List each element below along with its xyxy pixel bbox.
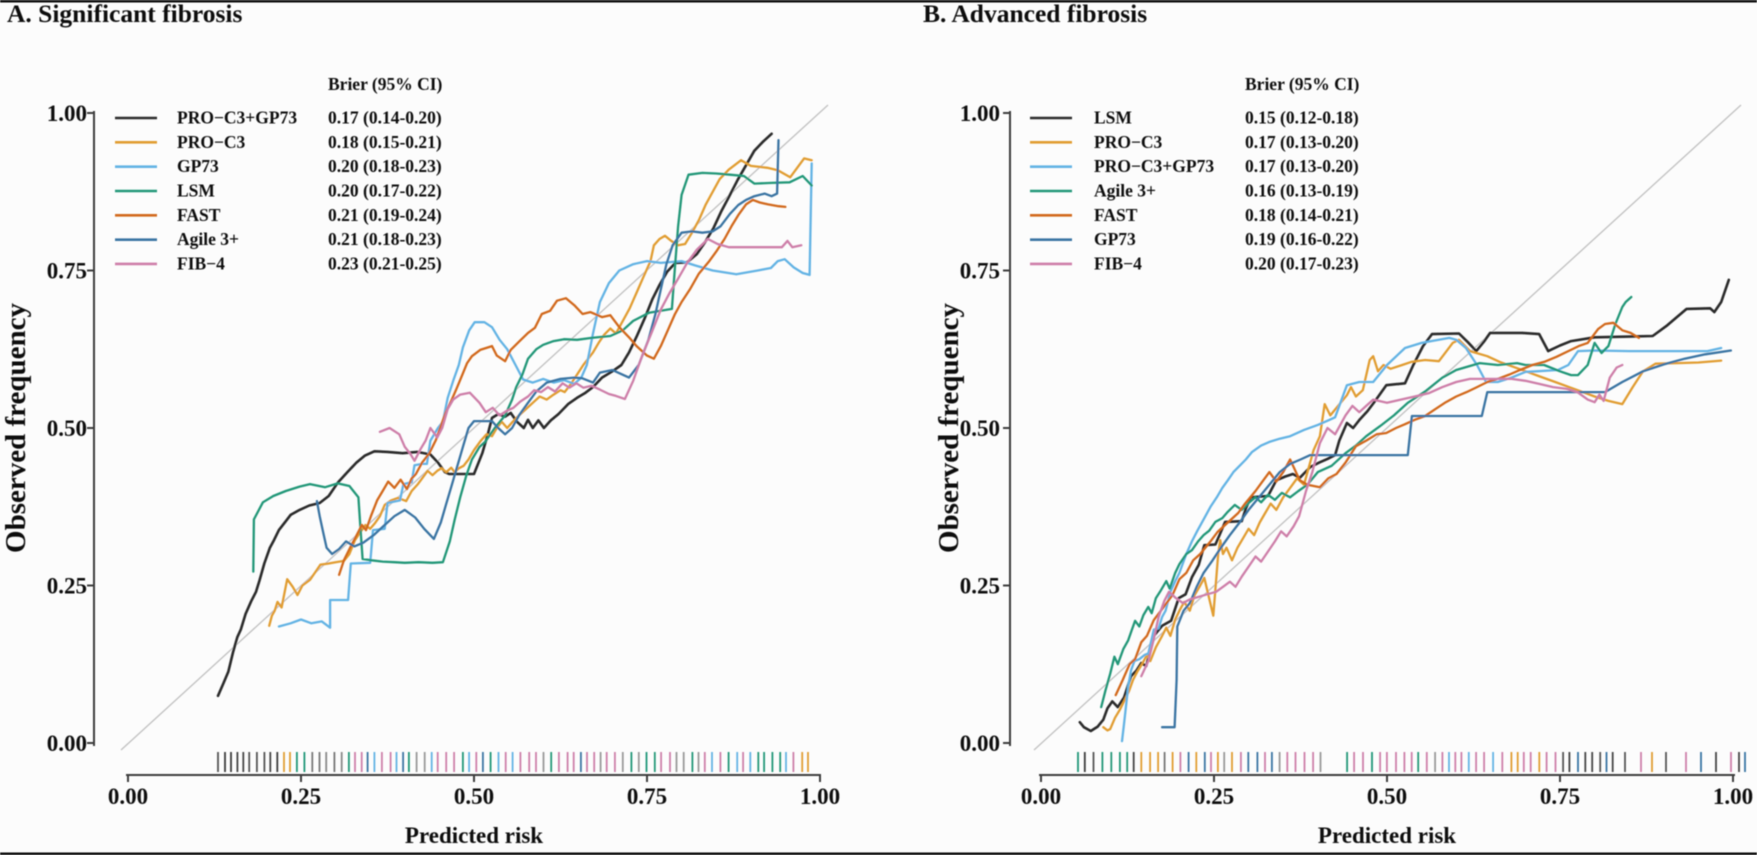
svg-text:B. Advanced fibrosis: B. Advanced fibrosis [923,0,1147,28]
svg-text:GP73: GP73 [177,156,219,176]
svg-text:0.20 (0.17-0.22): 0.20 (0.17-0.22) [328,180,442,200]
svg-text:Agile 3+: Agile 3+ [177,229,239,249]
svg-text:0.75: 0.75 [960,259,1000,284]
svg-text:0.50: 0.50 [454,784,494,809]
svg-text:GP73: GP73 [1094,229,1136,249]
svg-text:0.15 (0.12-0.18): 0.15 (0.12-0.18) [1245,108,1359,128]
svg-text:0.00: 0.00 [960,731,1000,756]
svg-text:0.00: 0.00 [1021,784,1061,809]
svg-text:0.75: 0.75 [1540,784,1580,809]
svg-text:0.25: 0.25 [281,784,321,809]
svg-text:Brier (95% CI): Brier (95% CI) [1245,74,1360,94]
svg-text:LSM: LSM [177,180,215,200]
svg-text:0.25: 0.25 [960,574,1000,599]
svg-text:Brier (95% CI): Brier (95% CI) [328,74,443,94]
svg-text:Agile 3+: Agile 3+ [1094,180,1156,200]
svg-text:0.50: 0.50 [47,416,87,441]
svg-text:LSM: LSM [1094,108,1132,128]
svg-text:1.00: 1.00 [960,101,1000,126]
svg-text:FAST: FAST [177,205,221,225]
svg-text:0.75: 0.75 [627,784,667,809]
svg-text:0.23 (0.21-0.25): 0.23 (0.21-0.25) [328,253,442,273]
svg-text:0.25: 0.25 [1194,784,1234,809]
svg-text:0.20 (0.17-0.23): 0.20 (0.17-0.23) [1245,253,1359,273]
svg-text:0.17 (0.13-0.20): 0.17 (0.13-0.20) [1245,156,1359,176]
svg-text:0.50: 0.50 [960,416,1000,441]
svg-text:0.00: 0.00 [47,731,87,756]
svg-text:0.18 (0.14-0.21): 0.18 (0.14-0.21) [1245,205,1359,225]
svg-text:0.75: 0.75 [47,259,87,284]
svg-text:0.25: 0.25 [47,574,87,599]
svg-text:1.00: 1.00 [800,784,840,809]
svg-text:0.21 (0.19-0.24): 0.21 (0.19-0.24) [328,205,442,225]
svg-text:0.21 (0.18-0.23): 0.21 (0.18-0.23) [328,229,442,249]
svg-text:PRO−C3: PRO−C3 [177,132,246,152]
svg-text:Predicted risk: Predicted risk [405,823,543,848]
svg-text:0.00: 0.00 [108,784,148,809]
svg-text:PRO−C3: PRO−C3 [1094,132,1163,152]
svg-text:1.00: 1.00 [1713,784,1753,809]
svg-text:1.00: 1.00 [47,101,87,126]
svg-text:A. Significant fibrosis: A. Significant fibrosis [7,0,243,28]
svg-text:0.16 (0.13-0.19): 0.16 (0.13-0.19) [1245,180,1359,200]
svg-text:PRO−C3+GP73: PRO−C3+GP73 [177,108,297,128]
svg-text:0.19 (0.16-0.22): 0.19 (0.16-0.22) [1245,229,1359,249]
svg-text:Predicted risk: Predicted risk [1318,823,1456,848]
svg-text:0.20 (0.18-0.23): 0.20 (0.18-0.23) [328,156,442,176]
svg-text:FIB−4: FIB−4 [177,253,225,273]
svg-text:0.17 (0.14-0.20): 0.17 (0.14-0.20) [328,108,442,128]
svg-text:0.50: 0.50 [1367,784,1407,809]
svg-text:FIB−4: FIB−4 [1094,253,1142,273]
svg-text:Observed frequency: Observed frequency [0,303,32,553]
svg-text:FAST: FAST [1094,205,1138,225]
svg-text:Observed frequency: Observed frequency [933,303,965,553]
svg-text:0.17 (0.13-0.20): 0.17 (0.13-0.20) [1245,132,1359,152]
svg-text:0.18 (0.15-0.21): 0.18 (0.15-0.21) [328,132,442,152]
svg-text:PRO−C3+GP73: PRO−C3+GP73 [1094,156,1214,176]
